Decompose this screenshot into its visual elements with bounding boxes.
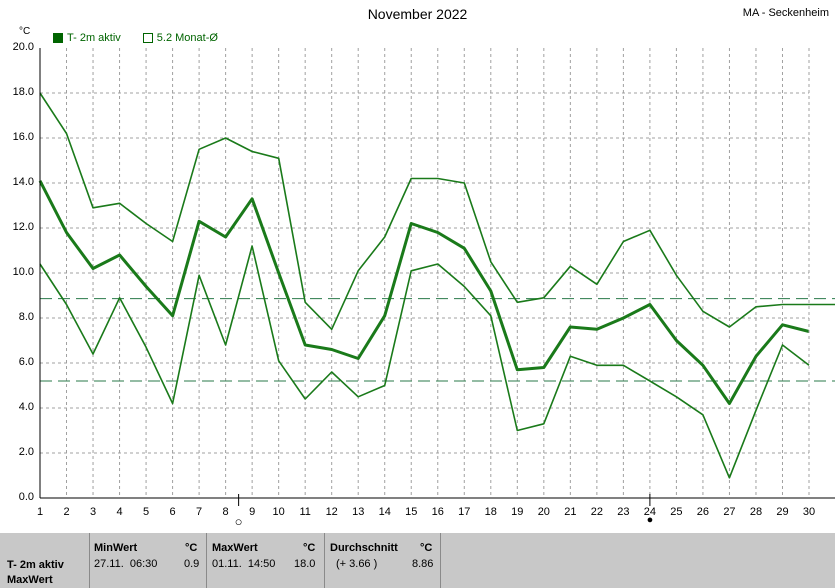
legend-series-label: T- 2m aktiv [67,32,121,44]
series-line-min [39,245,810,479]
y-tick-label: 10.0 [12,266,34,278]
y-tick-label: 18.0 [12,86,34,98]
x-tick-label: 4 [116,506,123,518]
y-tick-label: 2.0 [18,446,34,458]
chart-title: November 2022 [367,6,468,22]
x-tick-label: 13 [352,506,365,518]
new-moon-icon: ● [646,514,654,526]
max-datetime: 01.11. 14:50 [212,558,276,570]
x-tick-label: 30 [802,506,816,518]
average-unit: °C [420,542,433,554]
x-tick-label: 28 [749,506,763,518]
x-tick-label: 16 [431,506,444,518]
x-tick-label: 18 [484,506,497,518]
x-tick-label: 3 [89,506,97,518]
legend-item-average: 5.2 Monat-Ø [142,32,218,44]
x-tick-label: 5 [143,506,150,518]
footer-divider [324,533,325,588]
axes [39,48,835,506]
chart-canvas [38,48,835,506]
min-value: 0.9 [184,558,200,570]
y-tick-label: 14.0 [12,176,34,188]
average-value: 8.86 [412,558,434,570]
x-tick-label: 12 [325,506,338,518]
x-tick-label: 24 [643,506,657,518]
average-header: Durchschnitt [330,542,398,554]
x-tick-label: 8 [222,506,229,518]
legend-item-series: T- 2m aktiv [53,32,121,44]
y-tick-label: 4.0 [18,401,34,413]
x-tick-label: 27 [723,506,736,518]
x-tick-label: 23 [617,506,630,518]
max-unit: °C [303,542,316,554]
y-tick-label: 12.0 [12,221,34,233]
max-header: MaxWert [212,542,258,554]
x-tick-label: 29 [776,506,789,518]
y-tick-label: 16.0 [12,131,34,143]
footer-divider [440,533,441,588]
statistics-footer: T- 2m aktiv MaxWert MinWert °C 27.11. 06… [0,533,835,588]
average-delta: (+ 3.66 ) [336,558,378,570]
y-tick-label: 6.0 [18,356,34,368]
x-tick-label: 2 [63,506,70,518]
y-tick-label: 8.0 [18,311,34,323]
full-moon-icon: ○ [234,514,243,529]
reference-lines [40,298,835,382]
min-datetime: 27.11. 06:30 [94,558,158,570]
grid-lines [40,48,809,498]
series-line-max [39,92,809,331]
x-tick-label: 17 [458,506,471,518]
x-tick-label: 20 [537,506,550,518]
legend-swatch-filled [53,33,63,43]
x-tick-label: 14 [378,506,391,518]
footer-divider [89,533,90,588]
x-tick-label: 7 [196,506,203,518]
legend: T- 2m aktiv 5.2 Monat-Ø [53,32,218,44]
footer-series-label: T- 2m aktiv [7,559,64,571]
y-tick-label: 0.0 [18,491,34,503]
x-tick-label: 1 [36,506,44,518]
x-tick-label: 15 [405,506,418,518]
x-tick-label: 19 [511,506,524,518]
min-header: MinWert [94,542,138,554]
x-tick-label: 9 [249,506,256,518]
footer-divider [206,533,207,588]
max-value: 18.0 [294,558,316,570]
x-tick-label: 6 [169,506,176,518]
x-tick-label: 26 [696,506,710,518]
series-line-mean [38,180,810,405]
station-name: MA - Seckenheim [742,7,829,19]
x-tick-label: 21 [564,506,577,518]
x-tick-label: 11 [299,506,311,518]
y-tick-label: 20.0 [12,41,34,53]
x-tick-label: 22 [590,506,603,518]
min-unit: °C [185,542,198,554]
x-tick-label: 10 [272,506,285,518]
series-lines [38,92,835,479]
footer-row-label: MaxWert [7,574,53,586]
x-tick-label: 25 [670,506,683,518]
y-unit-label: °C [19,26,31,37]
legend-swatch-empty [142,33,153,43]
legend-average-label: 5.2 Monat-Ø [156,32,218,44]
